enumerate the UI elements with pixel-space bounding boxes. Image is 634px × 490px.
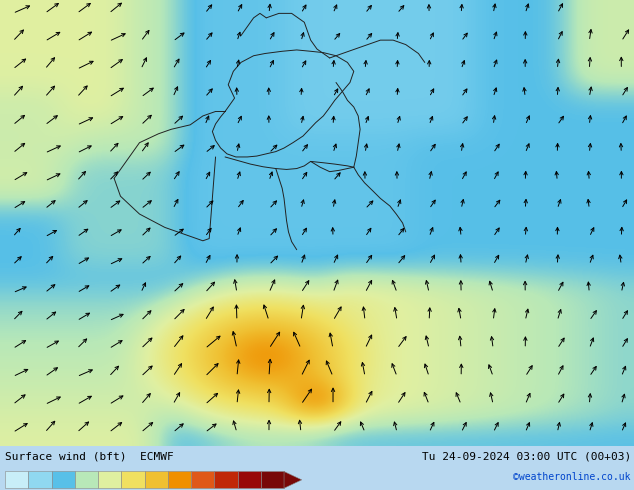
Bar [261,471,284,488]
Bar [29,471,51,488]
Bar [214,471,238,488]
Bar [121,471,145,488]
Polygon shape [284,471,302,488]
Text: Tu 24-09-2024 03:00 UTC (00+03): Tu 24-09-2024 03:00 UTC (00+03) [422,451,631,461]
Bar [51,471,75,488]
Bar [5,471,29,488]
Bar [191,471,214,488]
Text: Surface wind (bft)  ECMWF: Surface wind (bft) ECMWF [5,451,174,461]
Bar [168,471,191,488]
Bar [75,471,98,488]
Bar [98,471,121,488]
Text: ©weatheronline.co.uk: ©weatheronline.co.uk [514,472,631,482]
Bar [145,471,168,488]
Bar [238,471,261,488]
